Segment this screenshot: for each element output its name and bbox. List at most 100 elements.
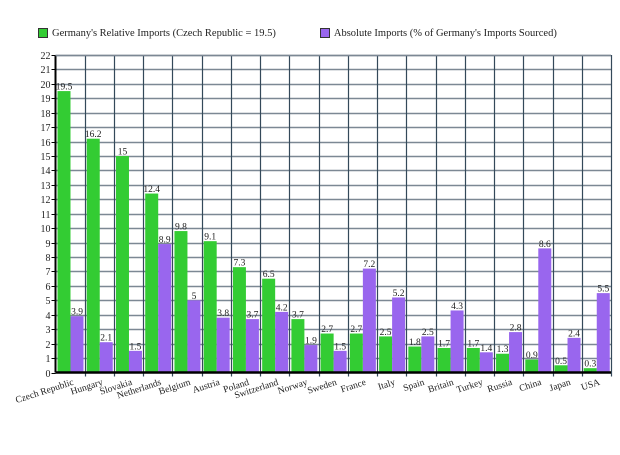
y-tick-label: 14 [41,166,51,177]
y-tick-label: 12 [41,195,51,206]
bar-relative-imports [86,138,100,373]
bar-relative-imports [379,336,393,373]
x-category-label: Sweden [306,378,338,397]
bar-value-label: 0.9 [526,351,538,361]
bar-absolute-imports [509,332,523,373]
x-category-label: Spain [402,378,426,394]
bar-relative-imports [262,278,276,373]
bar-absolute-imports [70,316,84,373]
bar-relative-imports [145,193,159,373]
bar-absolute-imports [304,345,318,373]
bar-value-label: 3.7 [246,311,258,321]
bar-absolute-imports [567,337,581,373]
bar-value-label: 2.7 [350,325,362,335]
bar-absolute-imports [275,311,289,373]
bar-value-label: 5 [192,292,197,302]
bar-value-label: 4.3 [451,302,463,312]
y-tick-label: 18 [41,109,51,120]
legend-swatch-green-icon [38,28,48,38]
bar-absolute-imports [128,350,142,373]
bar-value-label: 1.4 [480,344,492,354]
bar-absolute-imports [392,297,406,373]
bar-value-label: 12.4 [143,185,160,195]
y-tick-label: 10 [41,224,51,235]
legend-label: Absolute Imports (% of Germany's Imports… [333,27,557,39]
y-tick-label: 5 [46,296,51,307]
y-tick-label: 11 [41,210,51,221]
bar-value-label: 15 [118,148,128,158]
bar-value-label: 9.1 [204,233,216,243]
bar-value-label: 1.7 [467,339,479,349]
y-tick-label: 21 [41,65,51,76]
bar-relative-imports [408,346,422,373]
legend-item-absolute-imports: Absolute Imports (% of Germany's Imports… [319,27,557,39]
bar-value-label: 3.9 [71,308,83,318]
bar-absolute-imports [479,352,493,373]
y-tick-label: 2 [46,340,51,351]
bar-value-label: 6.5 [263,270,275,280]
x-category-label: Britain [427,378,455,396]
y-tick-label: 6 [46,282,51,293]
bar-relative-imports [437,347,451,373]
x-category-label: Russia [486,378,514,396]
bar-relative-imports [203,241,217,373]
bar-value-label: 9.8 [175,223,187,233]
bar-relative-imports [525,359,539,373]
legend-label: Germany's Relative Imports (Czech Republ… [52,27,276,39]
y-tick-label: 16 [41,138,51,149]
bar-value-label: 8.9 [159,236,171,246]
bar-value-label: 2.7 [321,325,333,335]
bar-relative-imports [232,267,246,373]
chart-legend: Germany's Relative Imports (Czech Republ… [38,26,601,40]
y-tick-label: 7 [46,267,51,278]
bar-value-label: 3.7 [292,311,304,321]
x-category-label: Austria [192,378,222,396]
bar-value-label: 1.5 [334,342,346,352]
y-tick-label: 1 [46,354,51,365]
bar-relative-imports [115,156,129,373]
bar-value-label: 7.3 [233,259,245,269]
bar-value-label: 1.3 [497,345,509,355]
bar-relative-imports [349,333,363,373]
y-tick-label: 8 [46,253,51,264]
x-category-label: Italy [377,378,397,393]
bar-absolute-imports [538,248,552,373]
bar-value-label: 8.6 [539,240,551,250]
y-tick-label: 0 [46,369,51,380]
bar-absolute-imports [596,293,610,373]
bar-relative-imports [174,231,188,373]
bar-relative-imports [583,368,597,373]
bar-value-label: 1.7 [438,339,450,349]
bar-absolute-imports [216,317,230,373]
bar-value-label: 3.8 [217,309,229,319]
y-tick-label: 13 [41,181,51,192]
bar-absolute-imports [187,300,201,373]
bar-value-label: 2.4 [568,329,580,339]
bar-relative-imports [496,353,510,373]
y-tick-label: 19 [41,94,51,105]
y-tick-label: 17 [41,123,51,134]
x-category-label: Norway [277,378,309,397]
x-category-label: France [340,378,368,396]
bar-value-label: 1.9 [305,337,317,347]
bar-value-label: 4.2 [276,303,288,313]
legend-item-relative-imports: Germany's Relative Imports (Czech Republ… [38,28,276,39]
y-tick-label: 3 [46,325,51,336]
x-category-label: China [518,378,543,395]
bar-relative-imports [320,333,334,373]
bar-absolute-imports [421,336,435,373]
bar-value-label: 0.3 [584,360,596,370]
bar-relative-imports [291,319,305,373]
x-category-label: Czech Republic [14,378,75,406]
legend-swatch-purple-icon [319,28,330,38]
bar-absolute-imports [450,310,464,373]
x-category-label: Japan [548,378,572,394]
y-tick-label: 22 [41,51,51,62]
x-category-label: Belgium [158,378,193,398]
x-category-label: USA [580,378,601,393]
bar-value-label: 16.2 [85,130,102,140]
bar-value-label: 2.1 [100,334,112,344]
bar-value-label: 5.2 [393,289,405,299]
